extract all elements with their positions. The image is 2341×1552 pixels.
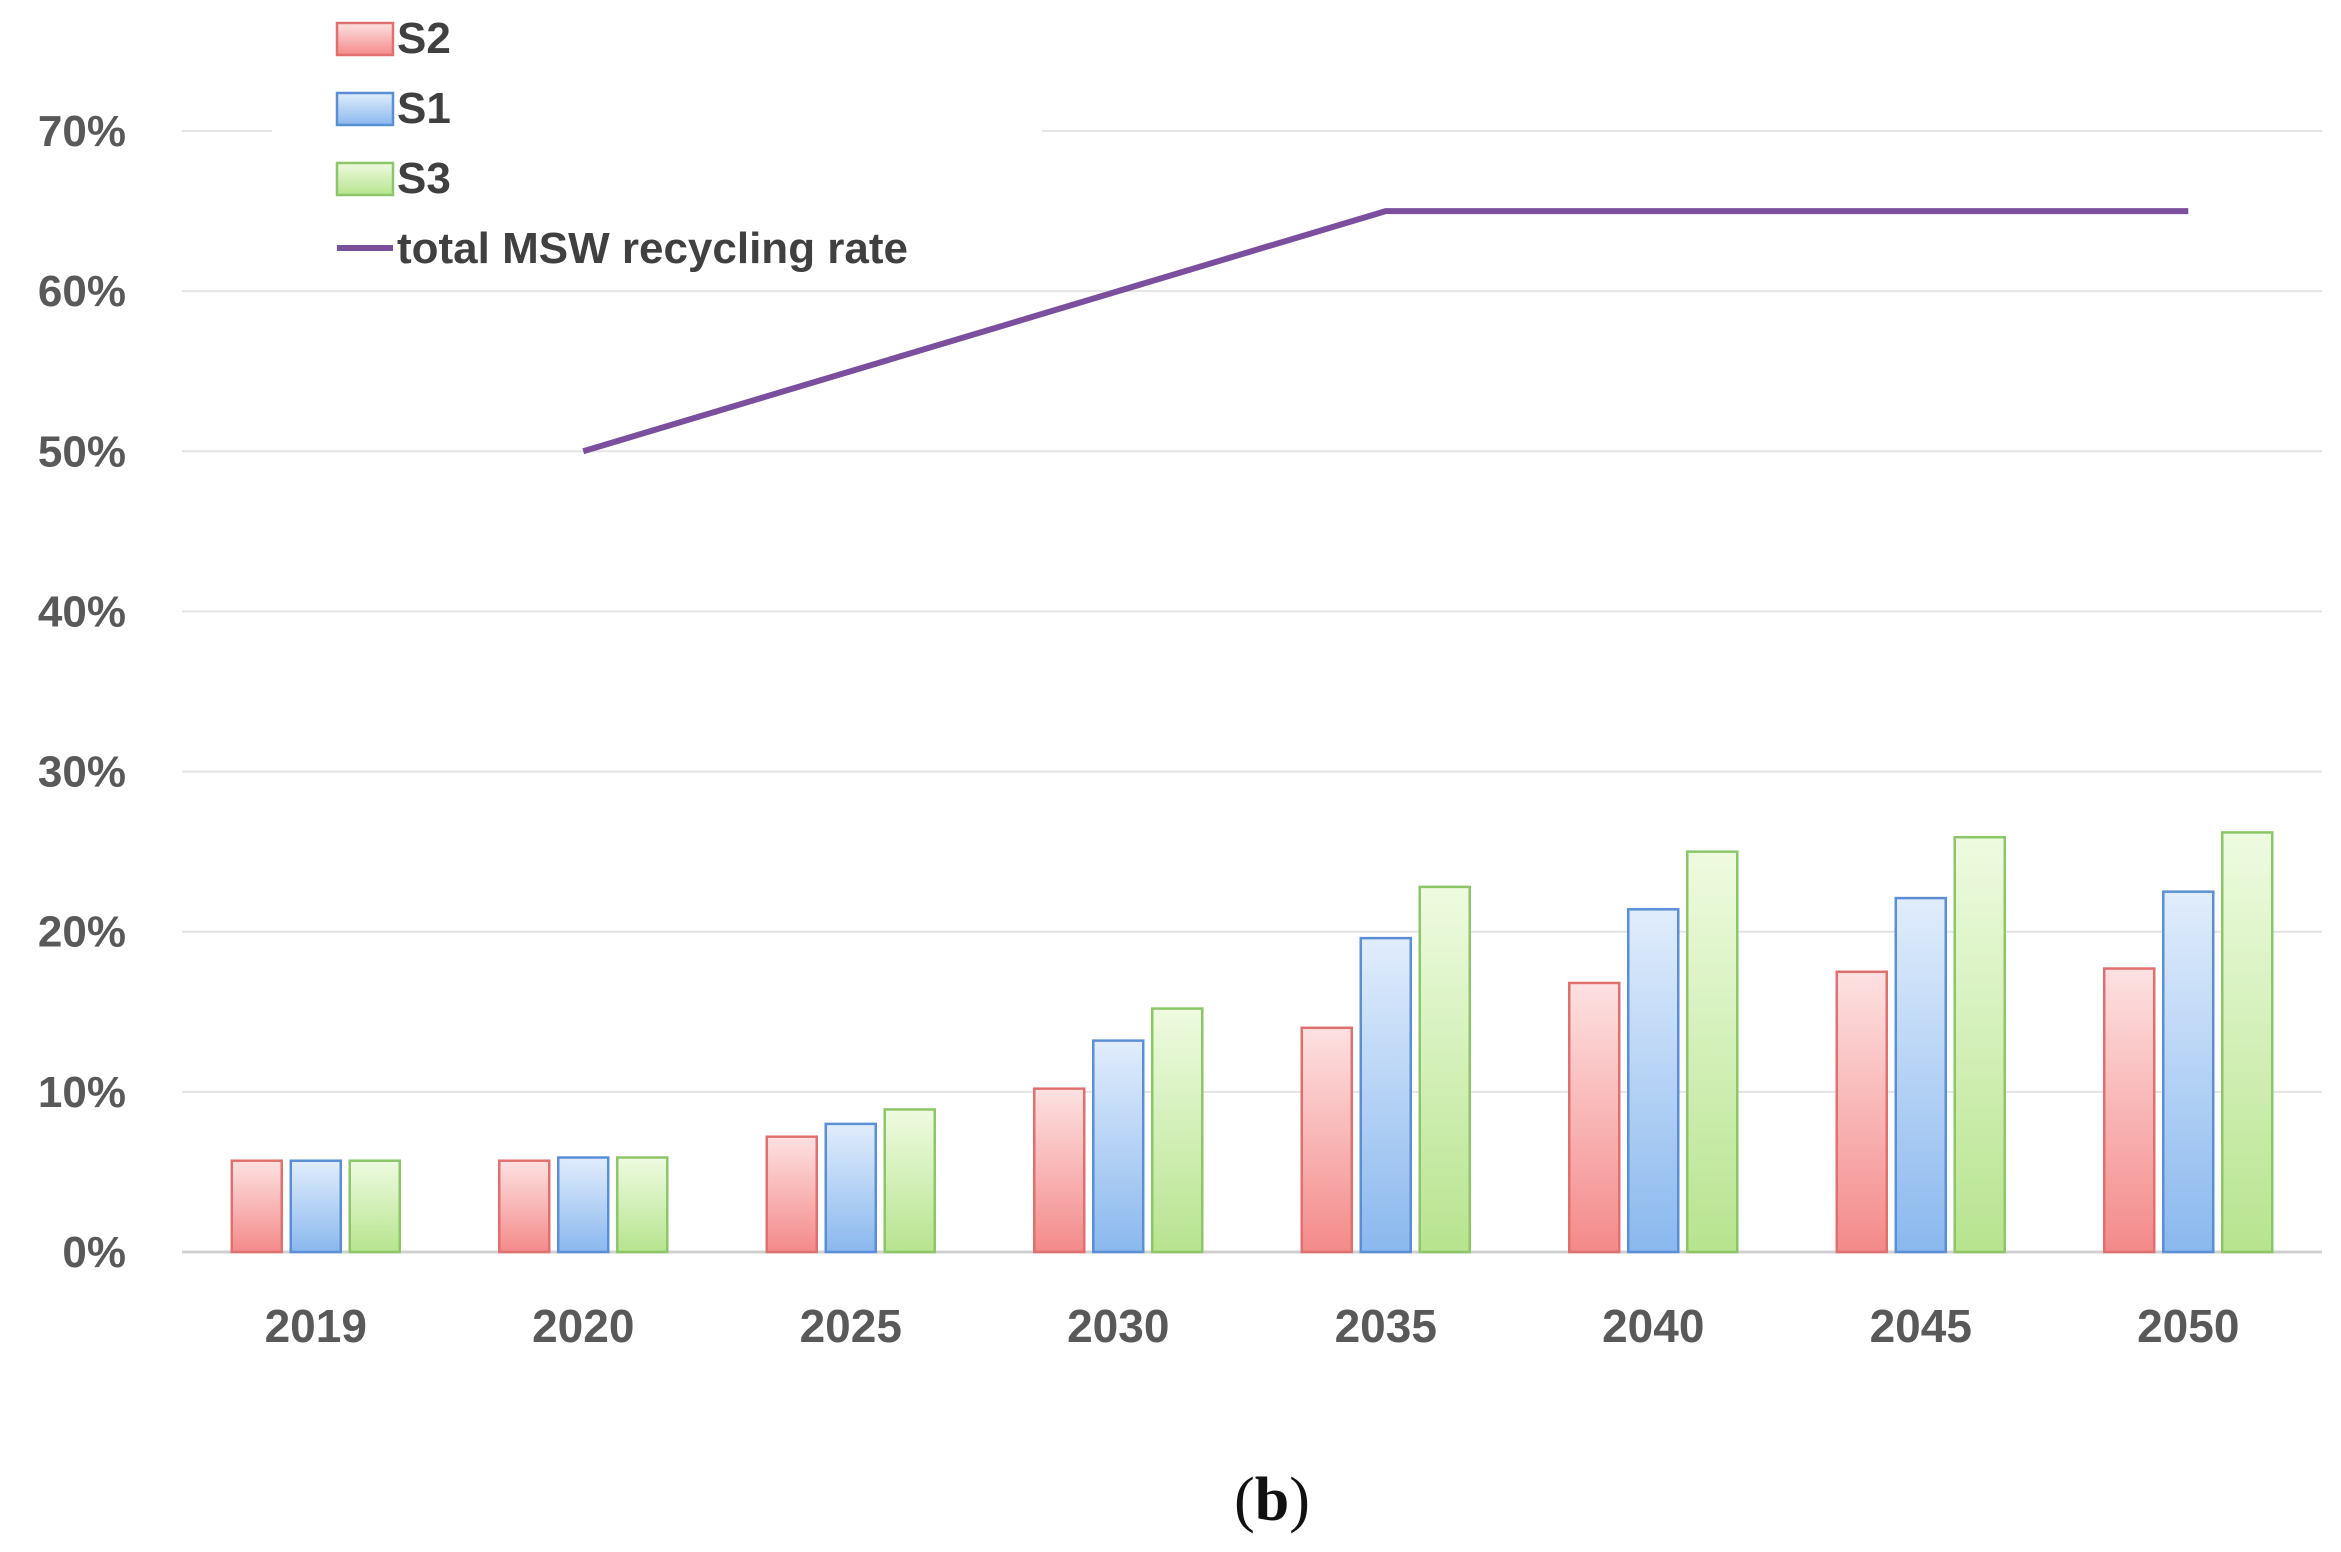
y-tick-label: 20%	[38, 908, 126, 957]
caption-letter: b	[1255, 1466, 1289, 1534]
bar-s3-2020	[616, 1156, 669, 1254]
legend-label: S3	[397, 154, 451, 203]
legend-swatch-s1	[335, 91, 395, 127]
series-line-total-msw-recycling-rate	[582, 208, 2189, 455]
bar-s3-2025	[883, 1108, 936, 1254]
legend-label: S2	[397, 14, 451, 63]
x-axis-ticks: 2019 2020 2025 2030 2035 2040 2045 2050	[265, 1300, 2240, 1352]
bar-s1-2045	[1894, 896, 1947, 1254]
bar-s2-2019	[230, 1159, 283, 1254]
legend: S2 S1 S3 total MSW recycling rate	[272, 0, 1042, 282]
bar-s2-2025	[765, 1135, 818, 1254]
x-tick-label: 2040	[1602, 1300, 1704, 1352]
x-tick-label: 2030	[1067, 1300, 1169, 1352]
x-tick-label: 2050	[2137, 1300, 2239, 1352]
bar-s3-2030	[1151, 1007, 1204, 1254]
x-tick-label: 2020	[532, 1300, 634, 1352]
bar-s1-2050	[2162, 890, 2215, 1254]
bars	[230, 831, 2274, 1254]
bar-s1-2040	[1627, 908, 1680, 1254]
bar-s2-2045	[1835, 970, 1888, 1254]
bar-s3-2035	[1418, 885, 1471, 1254]
y-tick-label: 10%	[38, 1068, 126, 1117]
x-tick-label: 2045	[1870, 1300, 1972, 1352]
legend-swatch-s2	[335, 21, 395, 57]
bar-s1-2020	[557, 1156, 610, 1254]
y-axis-ticks: 0% 10% 20% 30% 40% 50% 60% 70%	[38, 107, 126, 1277]
y-tick-label: 70%	[38, 107, 126, 156]
bar-s1-2019	[289, 1159, 342, 1254]
bar-s2-2020	[498, 1159, 551, 1254]
legend-label: total MSW recycling rate	[397, 224, 908, 273]
y-tick-label: 30%	[38, 748, 126, 797]
caption-close: )	[1289, 1466, 1310, 1534]
bar-s3-2050	[2221, 831, 2274, 1254]
bar-s2-2030	[1033, 1087, 1086, 1254]
x-tick-label: 2025	[800, 1300, 902, 1352]
x-tick-label: 2019	[265, 1300, 367, 1352]
legend-label: S1	[397, 84, 451, 133]
caption-open: (	[1234, 1466, 1255, 1534]
figure-caption: (b)	[1234, 1466, 1310, 1534]
bar-s2-2035	[1300, 1026, 1353, 1254]
bar-s3-2045	[1953, 835, 2006, 1254]
legend-background	[272, 0, 1042, 282]
bar-s3-2040	[1686, 850, 1739, 1254]
bar-s2-2050	[2103, 967, 2156, 1254]
recycling-rate-line	[582, 208, 2189, 455]
bar-s1-2035	[1359, 936, 1412, 1254]
x-tick-label: 2035	[1335, 1300, 1437, 1352]
bar-s2-2040	[1568, 981, 1621, 1254]
y-tick-label: 60%	[38, 267, 126, 316]
y-tick-label: 50%	[38, 427, 126, 476]
y-tick-label: 40%	[38, 587, 126, 636]
bar-s3-2019	[348, 1159, 401, 1254]
bar-s1-2025	[824, 1122, 877, 1254]
legend-swatch-s3	[335, 161, 395, 197]
bar-s1-2030	[1092, 1039, 1145, 1254]
y-tick-label: 0%	[62, 1228, 126, 1277]
